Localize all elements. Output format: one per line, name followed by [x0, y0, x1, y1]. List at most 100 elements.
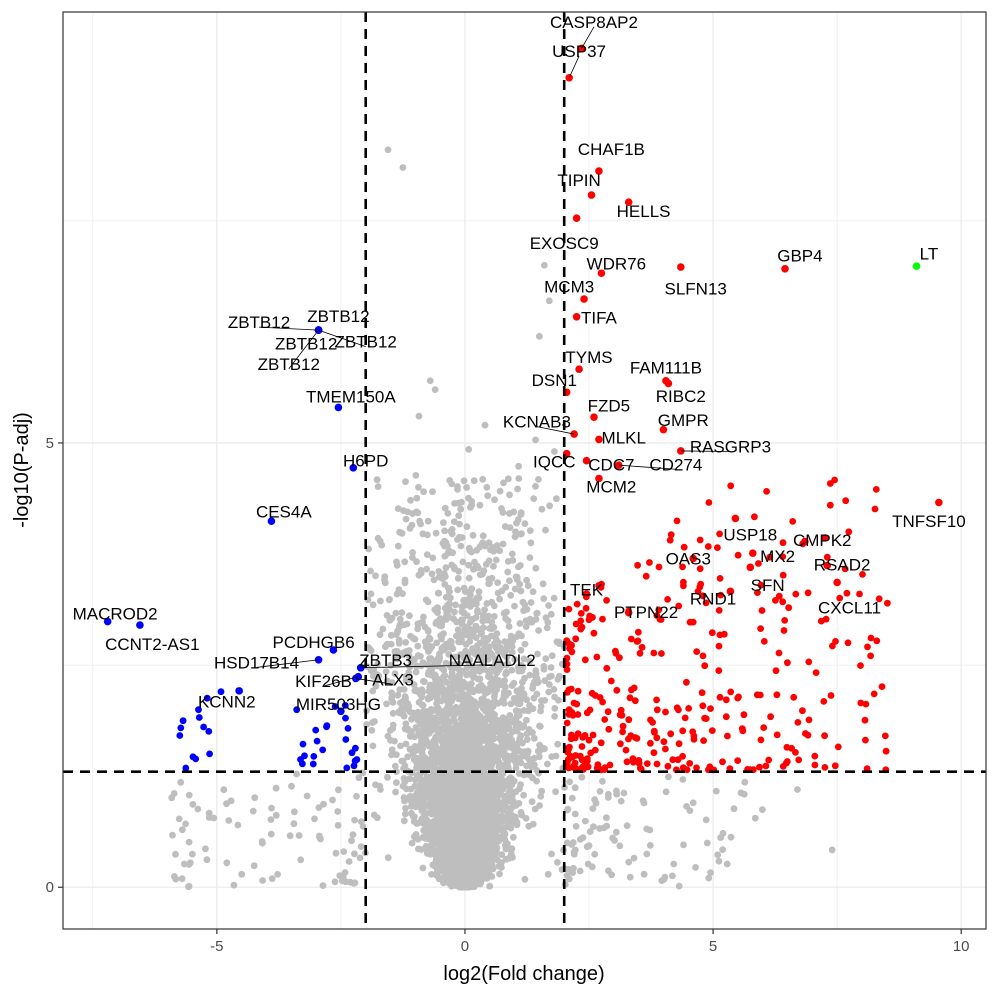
- nonsignificant-point: [476, 749, 484, 757]
- nonsignificant-point: [410, 818, 418, 825]
- up-regulated-point: [822, 615, 830, 623]
- up-regulated-point: [617, 740, 624, 748]
- nonsignificant-point: [433, 775, 441, 783]
- nonsignificant-point: [447, 641, 454, 649]
- nonsignificant-point: [423, 551, 431, 558]
- nonsignificant-point: [512, 698, 520, 706]
- nonsignificant-point: [440, 809, 448, 816]
- up-regulated-point: [760, 724, 768, 731]
- nonsignificant-point: [534, 650, 541, 658]
- nonsignificant-point: [493, 796, 501, 804]
- labeled-point: [349, 464, 358, 472]
- nonsignificant-point: [376, 631, 384, 639]
- nonsignificant-point: [388, 693, 396, 701]
- gene-label: MLKL: [602, 429, 646, 448]
- nonsignificant-point: [474, 755, 481, 762]
- nonsignificant-point: [382, 668, 390, 675]
- nonsignificant-point: [500, 736, 508, 744]
- nonsignificant-point: [457, 542, 465, 550]
- nonsignificant-point: [403, 620, 411, 628]
- nonsignificant-point: [491, 743, 499, 751]
- nonsignificant-point: [523, 716, 530, 724]
- up-regulated-point: [702, 715, 710, 722]
- up-regulated-point: [811, 752, 819, 760]
- nonsignificant-point: [441, 504, 449, 512]
- up-regulated-point: [821, 764, 829, 771]
- labeled-point: [572, 312, 581, 321]
- nonsignificant-point: [370, 666, 378, 674]
- label-connector: [288, 329, 319, 370]
- nonsignificant-point: [479, 695, 487, 702]
- up-regulated-point: [649, 719, 656, 726]
- nonsignificant-point: [402, 740, 410, 748]
- nonsignificant-point: [431, 764, 439, 772]
- nonsignificant-point: [469, 531, 477, 539]
- nonsignificant-point: [478, 763, 486, 770]
- up-regulated-point: [779, 598, 787, 606]
- nonsignificant-point: [274, 871, 281, 878]
- nonsignificant-point: [378, 541, 386, 549]
- up-regulated-point: [804, 589, 812, 597]
- nonsignificant-point: [517, 781, 524, 789]
- nonsignificant-point: [398, 757, 406, 765]
- labeled-point: [624, 198, 633, 206]
- nonsignificant-point: [646, 826, 654, 834]
- nonsignificant-point: [596, 788, 604, 795]
- nonsignificant-point: [434, 604, 441, 612]
- up-regulated-point: [679, 563, 686, 571]
- nonsignificant-point: [440, 570, 448, 577]
- nonsignificant-point: [398, 609, 406, 616]
- down-regulated-point: [323, 722, 331, 730]
- up-regulated-point: [573, 600, 581, 608]
- nonsignificant-point: [449, 841, 457, 849]
- nonsignificant-point: [177, 778, 185, 786]
- nonsignificant-point: [401, 725, 409, 733]
- nonsignificant-point: [453, 724, 461, 732]
- labeled-point: [136, 621, 144, 629]
- nonsignificant-point: [480, 735, 488, 743]
- nonsignificant-point: [480, 728, 487, 736]
- labeled-point: [833, 578, 841, 587]
- nonsignificant-point: [428, 871, 435, 878]
- nonsignificant-point: [259, 877, 266, 884]
- nonsignificant-point: [442, 827, 450, 835]
- nonsignificant-point: [545, 602, 552, 609]
- panel-border: [62, 11, 987, 930]
- nonsignificant-point: [727, 833, 735, 841]
- nonsignificant-point: [511, 602, 518, 610]
- nonsignificant-point: [498, 851, 506, 858]
- nonsignificant-point: [481, 718, 489, 726]
- nonsignificant-point: [401, 579, 409, 587]
- nonsignificant-point: [493, 844, 501, 852]
- up-regulated-point: [734, 694, 742, 702]
- nonsignificant-point: [479, 475, 487, 483]
- nonsignificant-point: [433, 781, 440, 788]
- labeled-point: [267, 517, 276, 525]
- nonsignificant-point: [525, 726, 533, 733]
- nonsignificant-point: [466, 637, 474, 645]
- up-regulated-point: [568, 648, 576, 656]
- nonsignificant-point: [393, 558, 400, 566]
- labeled-point: [587, 191, 596, 199]
- nonsignificant-point: [553, 495, 560, 503]
- nonsignificant-point: [507, 591, 515, 599]
- nonsignificant-point: [412, 668, 420, 676]
- nonsignificant-point: [432, 855, 440, 863]
- up-regulated-point: [593, 653, 601, 661]
- nonsignificant-point: [516, 620, 524, 627]
- nonsignificant-point: [715, 857, 723, 865]
- up-regulated-point: [627, 732, 635, 740]
- nonsignificant-point: [388, 751, 395, 759]
- nonsignificant-point: [472, 788, 479, 796]
- nonsignificant-point: [455, 835, 462, 843]
- nonsignificant-point: [498, 725, 506, 732]
- gene-label: EXOSC9: [530, 234, 599, 253]
- nonsignificant-point: [418, 807, 426, 814]
- nonsignificant-point: [436, 615, 444, 622]
- nonsignificant-point: [527, 599, 535, 606]
- down-regulated-point: [309, 760, 317, 768]
- nonsignificant-point: [495, 759, 503, 767]
- down-regulated-point: [195, 706, 202, 714]
- nonsignificant-point: [419, 745, 426, 753]
- nonsignificant-point: [234, 821, 242, 829]
